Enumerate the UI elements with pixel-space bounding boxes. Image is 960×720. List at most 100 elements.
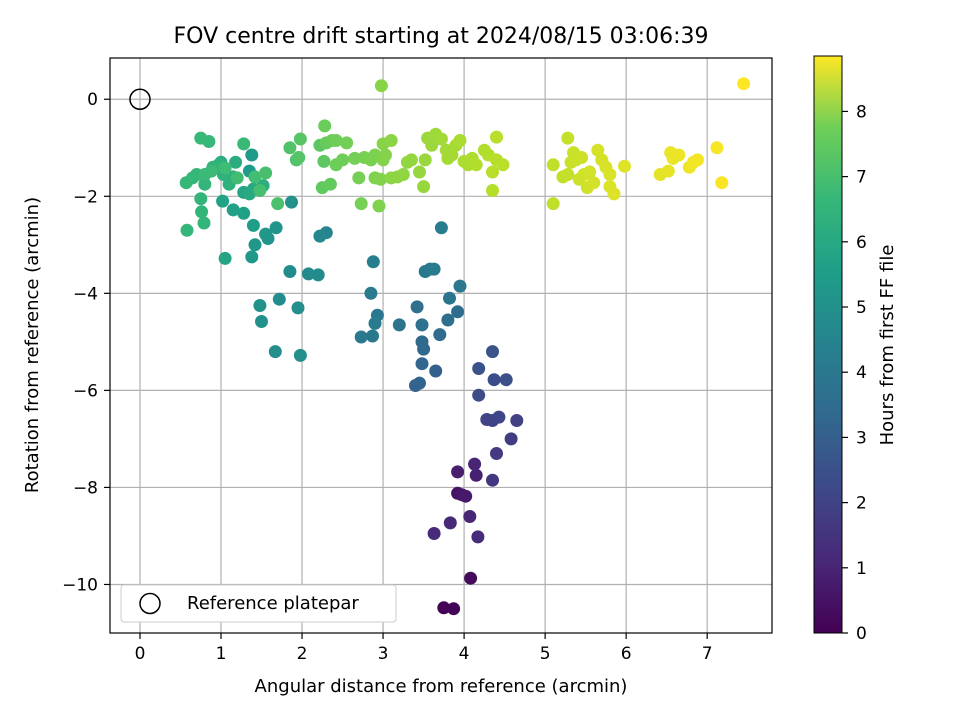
x-tick-label: 1	[216, 644, 227, 664]
data-point	[364, 286, 378, 300]
data-point	[443, 291, 456, 305]
data-point	[226, 203, 240, 217]
colorbar-ticks: 0 1 2 3 4 5 6 7 8	[842, 102, 867, 644]
data-point	[583, 165, 597, 179]
y-tick-label: −6	[73, 381, 98, 401]
data-point	[463, 510, 477, 523]
data-point	[410, 300, 424, 314]
colorbar-tick-label: 8	[856, 102, 867, 122]
colorbar-tick-label: 4	[856, 363, 867, 383]
data-point	[471, 530, 485, 544]
data-point	[468, 457, 482, 471]
data-point	[447, 602, 461, 616]
data-point	[441, 313, 455, 327]
data-point	[253, 184, 267, 197]
data-point	[469, 158, 483, 172]
data-point	[348, 151, 362, 165]
data-point	[486, 345, 499, 359]
colorbar-label: Hours from first FF file	[877, 245, 898, 446]
data-point	[195, 205, 209, 219]
data-point	[354, 197, 368, 211]
data-point	[490, 447, 503, 460]
data-point	[510, 414, 524, 427]
data-point	[453, 279, 467, 293]
data-point	[372, 199, 386, 213]
data-point	[216, 194, 230, 208]
data-point	[715, 176, 729, 190]
data-point	[248, 238, 262, 252]
data-point	[271, 197, 285, 211]
data-point	[194, 192, 208, 206]
data-point	[425, 138, 439, 152]
data-point	[368, 316, 382, 330]
data-point	[490, 130, 503, 144]
data-point	[434, 221, 448, 235]
reference-point	[129, 88, 151, 110]
data-point	[283, 141, 297, 155]
data-point	[445, 148, 459, 162]
data-point	[352, 171, 366, 185]
data-point	[245, 250, 259, 264]
y-axis-label: Rotation from reference (arcmin)	[22, 197, 43, 493]
data-point	[429, 364, 443, 378]
data-point	[492, 410, 506, 424]
data-point	[366, 255, 380, 269]
data-point	[379, 148, 392, 162]
data-point	[451, 305, 465, 319]
data-point	[404, 153, 418, 167]
data-point	[459, 489, 473, 503]
data-point	[259, 166, 273, 180]
x-axis-label: Angular distance from reference (arcmin)	[255, 676, 628, 697]
data-point	[453, 134, 467, 147]
data-point	[198, 177, 212, 191]
data-point	[291, 301, 305, 315]
data-point	[710, 141, 724, 155]
data-point	[180, 223, 194, 237]
x-tick-label: 5	[540, 644, 551, 664]
data-point	[587, 176, 601, 190]
colorbar-tick-label: 3	[856, 428, 867, 448]
data-point	[672, 148, 686, 162]
data-point	[230, 171, 244, 185]
data-point	[354, 330, 368, 344]
data-point	[194, 131, 208, 145]
x-tick-label: 7	[702, 644, 713, 664]
data-point	[415, 357, 429, 371]
chart-title: FOV centre drift starting at 2024/08/15 …	[174, 24, 709, 49]
data-point	[340, 136, 354, 150]
colorbar-tick-label: 5	[856, 298, 867, 318]
data-point	[737, 77, 751, 91]
data-point	[293, 348, 307, 362]
data-point	[472, 362, 486, 375]
y-tick-label: −8	[73, 478, 98, 498]
y-tick-label: −10	[62, 575, 98, 595]
data-point	[229, 155, 243, 169]
data-point	[396, 168, 410, 181]
data-point	[575, 151, 589, 164]
data-point	[415, 318, 429, 332]
data-point	[318, 119, 332, 133]
data-point	[384, 134, 398, 147]
colorbar-tick-label: 0	[856, 624, 867, 644]
data-point	[443, 516, 457, 530]
data-point	[451, 465, 465, 479]
data-point	[486, 184, 499, 197]
reference-marker	[129, 88, 151, 110]
data-point	[546, 158, 560, 172]
x-tick-label: 0	[135, 644, 146, 664]
data-point	[293, 132, 307, 146]
legend-entry: Reference platepar	[187, 593, 359, 614]
data-point	[242, 187, 256, 201]
x-tick-label: 4	[459, 644, 470, 664]
data-point	[255, 315, 268, 328]
data-point	[336, 153, 350, 167]
data-point	[607, 187, 621, 201]
data-point	[218, 161, 232, 175]
data-point	[245, 148, 259, 162]
x-tick-label: 2	[297, 644, 308, 664]
data-point	[197, 216, 211, 230]
data-point	[464, 571, 478, 585]
data-point	[392, 318, 406, 332]
data-point	[366, 329, 379, 343]
data-point	[237, 137, 251, 151]
